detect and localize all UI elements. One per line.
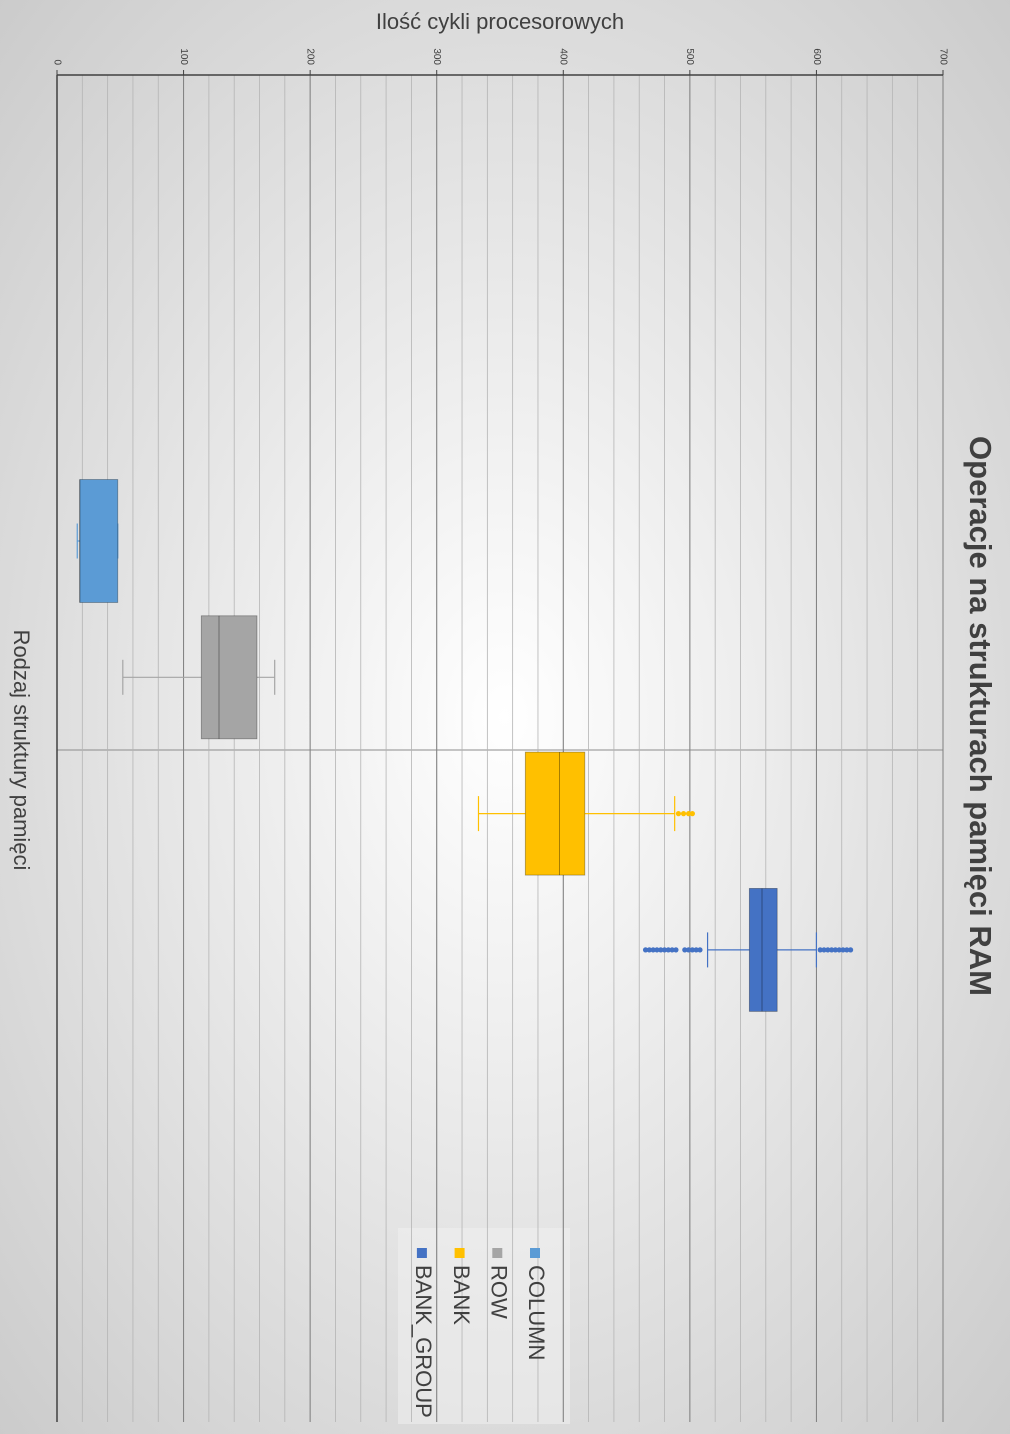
outlier xyxy=(829,947,835,953)
y-tick-label: 200 xyxy=(305,48,316,65)
outlier xyxy=(658,947,664,953)
y-tick-label: 100 xyxy=(178,48,189,65)
legend-label: BANK_GROUP xyxy=(411,1265,436,1418)
outlier xyxy=(821,947,827,953)
outlier xyxy=(654,947,660,953)
legend-box xyxy=(398,1228,570,1424)
outlier xyxy=(685,811,692,817)
y-tick-label: 600 xyxy=(811,48,822,65)
legend-label: BANK xyxy=(449,1265,474,1325)
y-tick-label: 0 xyxy=(51,59,62,65)
outlier xyxy=(840,947,846,953)
legend-marker xyxy=(416,1248,427,1258)
outlier xyxy=(669,947,675,953)
legend-marker xyxy=(492,1248,503,1258)
outlier xyxy=(836,947,842,953)
chart-title: Operacje na strukturach pamięci RAM xyxy=(963,436,998,996)
outlier xyxy=(848,947,854,953)
x-axis-title: Rodzaj struktury pamięci xyxy=(9,630,34,871)
outlier xyxy=(689,947,695,953)
legend-label: ROW xyxy=(486,1265,511,1319)
outlier xyxy=(682,947,688,953)
y-tick-label: 400 xyxy=(558,48,569,65)
legend-label: COLUMN xyxy=(524,1265,549,1360)
plot: Operacje na strukturach pamięci RAM Rodz… xyxy=(9,48,998,1424)
outlier xyxy=(661,947,668,953)
outlier xyxy=(825,947,831,953)
outlier xyxy=(650,947,656,953)
outlier xyxy=(673,947,679,953)
outlier xyxy=(832,947,839,953)
outlier xyxy=(697,947,703,953)
box xyxy=(200,615,258,740)
outlier xyxy=(646,947,652,953)
box xyxy=(748,888,778,1012)
y-axis-title: Ilość cykli procesorowych xyxy=(376,9,624,34)
box xyxy=(524,751,586,876)
outlier xyxy=(817,947,823,953)
y-tick-label: 700 xyxy=(937,48,948,65)
legend-marker xyxy=(454,1248,465,1258)
box xyxy=(79,479,119,603)
outlier xyxy=(844,947,850,953)
outlier xyxy=(689,811,695,817)
outlier xyxy=(685,947,692,953)
outlier xyxy=(693,947,699,953)
y-tick-label: 300 xyxy=(431,48,442,65)
outlier xyxy=(665,947,671,953)
outlier xyxy=(680,811,687,817)
legend-marker xyxy=(530,1248,540,1258)
y-tick-label: 500 xyxy=(684,48,695,65)
outlier xyxy=(675,811,682,817)
outlier xyxy=(642,947,649,953)
